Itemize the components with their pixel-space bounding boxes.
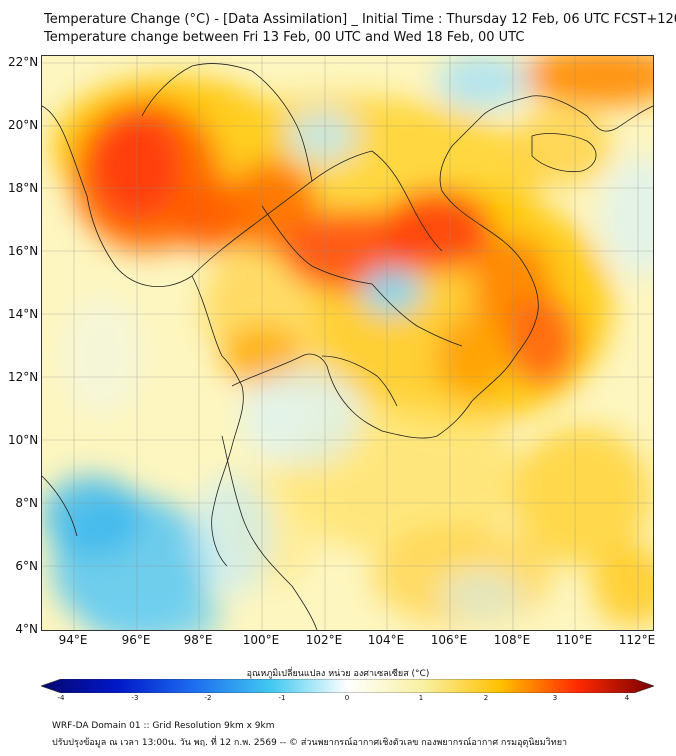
colorbar-tick: -4 — [57, 694, 65, 702]
lat-label: 18°N — [8, 181, 39, 195]
graticule — [42, 56, 653, 630]
colorbar-tick: -3 — [131, 694, 139, 702]
lon-label: 104°E — [367, 633, 405, 647]
lon-label: 102°E — [305, 633, 343, 647]
coastlines — [42, 63, 653, 630]
lon-label: 94°E — [58, 633, 88, 647]
colorbar-tick: -2 — [204, 694, 212, 702]
colorbar-fill — [41, 679, 654, 693]
lon-label: 100°E — [242, 633, 280, 647]
lat-label: 14°N — [8, 307, 39, 321]
lat-label: 22°N — [8, 55, 39, 69]
lat-label: 10°N — [8, 433, 39, 447]
lat-label: 12°N — [8, 370, 39, 384]
lat-label: 16°N — [8, 244, 39, 258]
colorbar-tick: 4 — [624, 694, 630, 702]
lon-label: 98°E — [183, 633, 213, 647]
lat-label: 6°N — [15, 559, 38, 573]
footer-credit: ปรับปรุงข้อมูล ณ เวลา 13:00น. วัน พฤ. ที… — [52, 738, 568, 748]
colorbar-tick: 3 — [552, 694, 558, 702]
lat-label: 4°N — [15, 622, 38, 636]
colorbar-title: อุณหภูมิเปลี่ยนแปลง หน่วย องศาเซลเซียส (… — [246, 669, 430, 679]
lon-label: 110°E — [555, 633, 593, 647]
lat-label: 20°N — [8, 118, 39, 132]
colorbar-tick: 1 — [418, 694, 424, 702]
lon-label: 108°E — [493, 633, 531, 647]
map-title: Temperature Change (°C) - [Data Assimila… — [44, 12, 676, 27]
lon-label: 112°E — [618, 633, 656, 647]
temperature-field — [42, 56, 653, 630]
colorbar-tick: 2 — [483, 694, 489, 702]
footer-domain-info: WRF-DA Domain 01 :: Grid Resolution 9km … — [52, 721, 275, 731]
map-subtitle: Temperature change between Fri 13 Feb, 0… — [44, 30, 525, 45]
lat-label: 8°N — [15, 496, 38, 510]
colorbar-tick: -1 — [278, 694, 286, 702]
colorbar-tick: 0 — [344, 694, 350, 702]
temperature-change-map — [41, 55, 654, 631]
lon-label: 106°E — [430, 633, 468, 647]
lon-label: 96°E — [121, 633, 151, 647]
map-svg — [42, 56, 653, 630]
colorbar — [41, 679, 654, 693]
